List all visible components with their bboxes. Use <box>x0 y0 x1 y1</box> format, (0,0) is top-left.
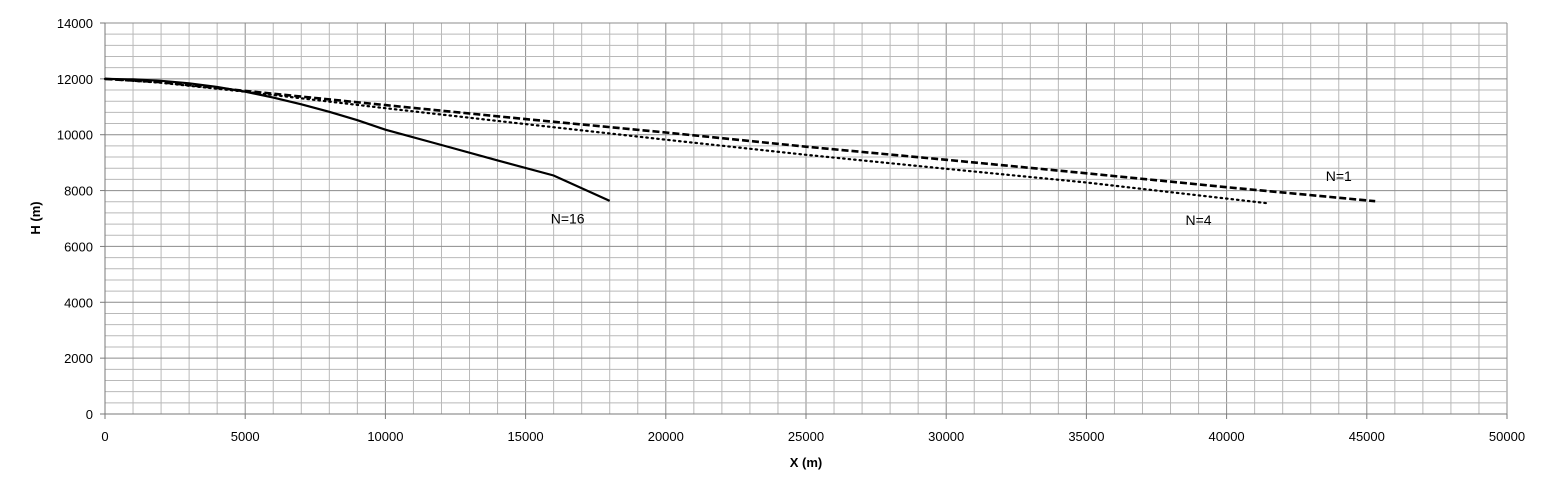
y-tick-label: 4000 <box>64 295 93 310</box>
y-tick-label: 14000 <box>57 16 93 31</box>
y-tick-labels: 0 2000 4000 6000 8000 10000 12000 14000 <box>57 16 105 422</box>
x-tick-label: 20000 <box>648 429 684 444</box>
x-tick-label: 35000 <box>1068 429 1104 444</box>
series-labels: N=16 N=4 N=1 <box>551 168 1352 228</box>
x-tick-label: 0 <box>101 429 108 444</box>
grid <box>105 22 1508 414</box>
y-tick-label: 10000 <box>57 128 93 143</box>
x-tick-label: 5000 <box>231 429 260 444</box>
y-tick-label: 6000 <box>64 239 93 254</box>
x-axis-title: X (m) <box>790 455 823 470</box>
x-tick-label: 40000 <box>1209 429 1245 444</box>
x-tick-labels: 0 5000 10000 15000 20000 25000 30000 35000 40000… <box>101 414 1525 444</box>
y-tick-label: 12000 <box>57 72 93 87</box>
y-tick-label: 2000 <box>64 351 93 366</box>
x-tick-label: 10000 <box>367 429 403 444</box>
series-label-n-1: N=1 <box>1326 168 1352 184</box>
series-label-n-16: N=16 <box>551 211 585 227</box>
x-tick-label: 25000 <box>788 429 824 444</box>
x-tick-label: 45000 <box>1349 429 1385 444</box>
series-lines <box>103 77 1376 205</box>
y-tick-label: 8000 <box>64 184 93 199</box>
series-label-n-4: N=4 <box>1186 212 1212 228</box>
x-tick-label: 15000 <box>508 429 544 444</box>
series-line-n-4 <box>103 77 1270 205</box>
y-tick-label: 0 <box>86 407 93 422</box>
x-tick-label: 30000 <box>928 429 964 444</box>
y-axis-title: H (m) <box>28 201 43 234</box>
series-line-n-16 <box>104 77 611 202</box>
x-tick-label: 50000 <box>1489 429 1525 444</box>
series-line-n-1 <box>104 77 1376 203</box>
